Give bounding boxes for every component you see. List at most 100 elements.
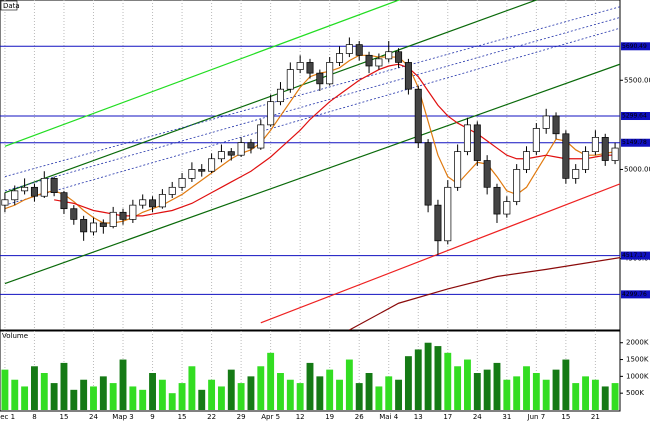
x-tick-label: 13: [414, 413, 423, 421]
volume-bar: [178, 383, 186, 410]
x-tick-label: 15: [60, 413, 69, 421]
candle-body: [99, 222, 107, 227]
candle-body: [11, 190, 19, 201]
x-tick-label: 19: [325, 413, 334, 421]
candle-body: [40, 178, 48, 197]
volume-bar: [296, 383, 304, 410]
candle-body: [168, 186, 176, 195]
trend-line: [4, 27, 620, 206]
volume-bar: [139, 389, 147, 410]
candle-body: [158, 194, 166, 208]
volume-bar: [11, 379, 19, 410]
candle-body: [89, 222, 97, 233]
y-tick-label: 5500.00: [624, 76, 650, 84]
candle-body: [355, 44, 363, 56]
candle-body: [286, 69, 294, 90]
x-tick-label: 31: [502, 413, 511, 421]
volume-bar: [21, 386, 29, 410]
volume-bar: [109, 383, 117, 410]
x-tick-label: 21: [591, 413, 600, 421]
volume-bar: [503, 379, 511, 410]
candle-body: [30, 186, 38, 197]
volume-bar: [31, 366, 38, 410]
x-tick-label: 9: [150, 413, 154, 421]
candle-body: [424, 142, 432, 206]
candle-body: [60, 192, 68, 210]
volume-bar: [404, 356, 412, 410]
candle-body: [208, 158, 216, 172]
x-tick-label: Mai 4: [379, 413, 398, 421]
volume-bar: [306, 362, 314, 410]
candle-body: [326, 62, 334, 85]
volume-bar: [345, 359, 353, 410]
volume-bar: [336, 379, 343, 410]
candle-body: [198, 169, 206, 172]
volume-bar: [237, 383, 245, 410]
candle-body: [237, 142, 245, 156]
volume-bar: [149, 373, 156, 410]
volume-bar: [582, 376, 589, 410]
x-tick-label: Apr 5: [261, 413, 280, 421]
candle-body: [444, 186, 452, 242]
volume-bar: [316, 376, 324, 410]
candle-body: [552, 115, 560, 135]
x-tick-label: 29: [237, 413, 246, 421]
trend-line: [260, 183, 620, 324]
x-tick-label: 22: [207, 413, 216, 421]
candle-body: [139, 199, 147, 206]
ma-line: [54, 63, 616, 217]
x-tick-label: 24: [473, 413, 482, 421]
candle-body: [188, 169, 196, 179]
volume-bar: [119, 359, 127, 410]
candle-body: [562, 133, 570, 179]
volume-bar: [198, 389, 206, 410]
candle-body: [267, 101, 275, 126]
volume-bar: [168, 393, 176, 410]
x-tick-label: 17: [443, 413, 452, 421]
volume-bar: [591, 379, 599, 410]
level-label: 5690.49: [622, 43, 647, 50]
volume-bar: [99, 376, 107, 410]
volume-bar: [464, 359, 471, 410]
candle-body: [532, 128, 540, 152]
volume-bar: [227, 369, 235, 410]
x-tick-label: Map 3: [112, 413, 133, 421]
level-label: 4517.17: [622, 252, 647, 259]
volume-bar: [40, 373, 48, 410]
candle-body: [109, 211, 117, 227]
volume-bar: [286, 379, 294, 410]
volume-bar: [277, 373, 284, 410]
y2-tick-label: 500K: [626, 389, 644, 397]
candle-body: [21, 186, 29, 192]
volume-bar: [1, 369, 9, 410]
title-box: [0, 0, 18, 11]
candle-body: [385, 51, 393, 60]
candle-body: [345, 44, 353, 54]
y2-tick-label: 2000K: [626, 339, 649, 347]
volume-bar: [129, 386, 137, 410]
candle-body: [316, 72, 324, 85]
level-label-box: [621, 42, 650, 51]
candle-body: [149, 199, 157, 208]
volume-bar: [188, 366, 196, 410]
candle-body: [80, 219, 88, 233]
volume-bar: [454, 366, 462, 410]
volume-bar: [493, 362, 501, 410]
candle-body: [591, 137, 599, 152]
volume-bar: [326, 369, 334, 410]
candle-body: [493, 186, 501, 215]
candle-body: [542, 115, 550, 129]
volume-bar: [365, 373, 373, 410]
candle-body: [375, 58, 383, 67]
volume-bar: [257, 366, 265, 410]
level-label: 5299.64: [622, 113, 647, 120]
candle-body: [395, 51, 403, 63]
level-label-box: [621, 251, 650, 260]
candle-body: [217, 151, 225, 160]
candle-body: [50, 178, 58, 193]
volume-bar: [444, 352, 452, 410]
volume-bar: [217, 386, 225, 410]
candle-body: [523, 151, 531, 170]
candle-body: [129, 204, 137, 220]
